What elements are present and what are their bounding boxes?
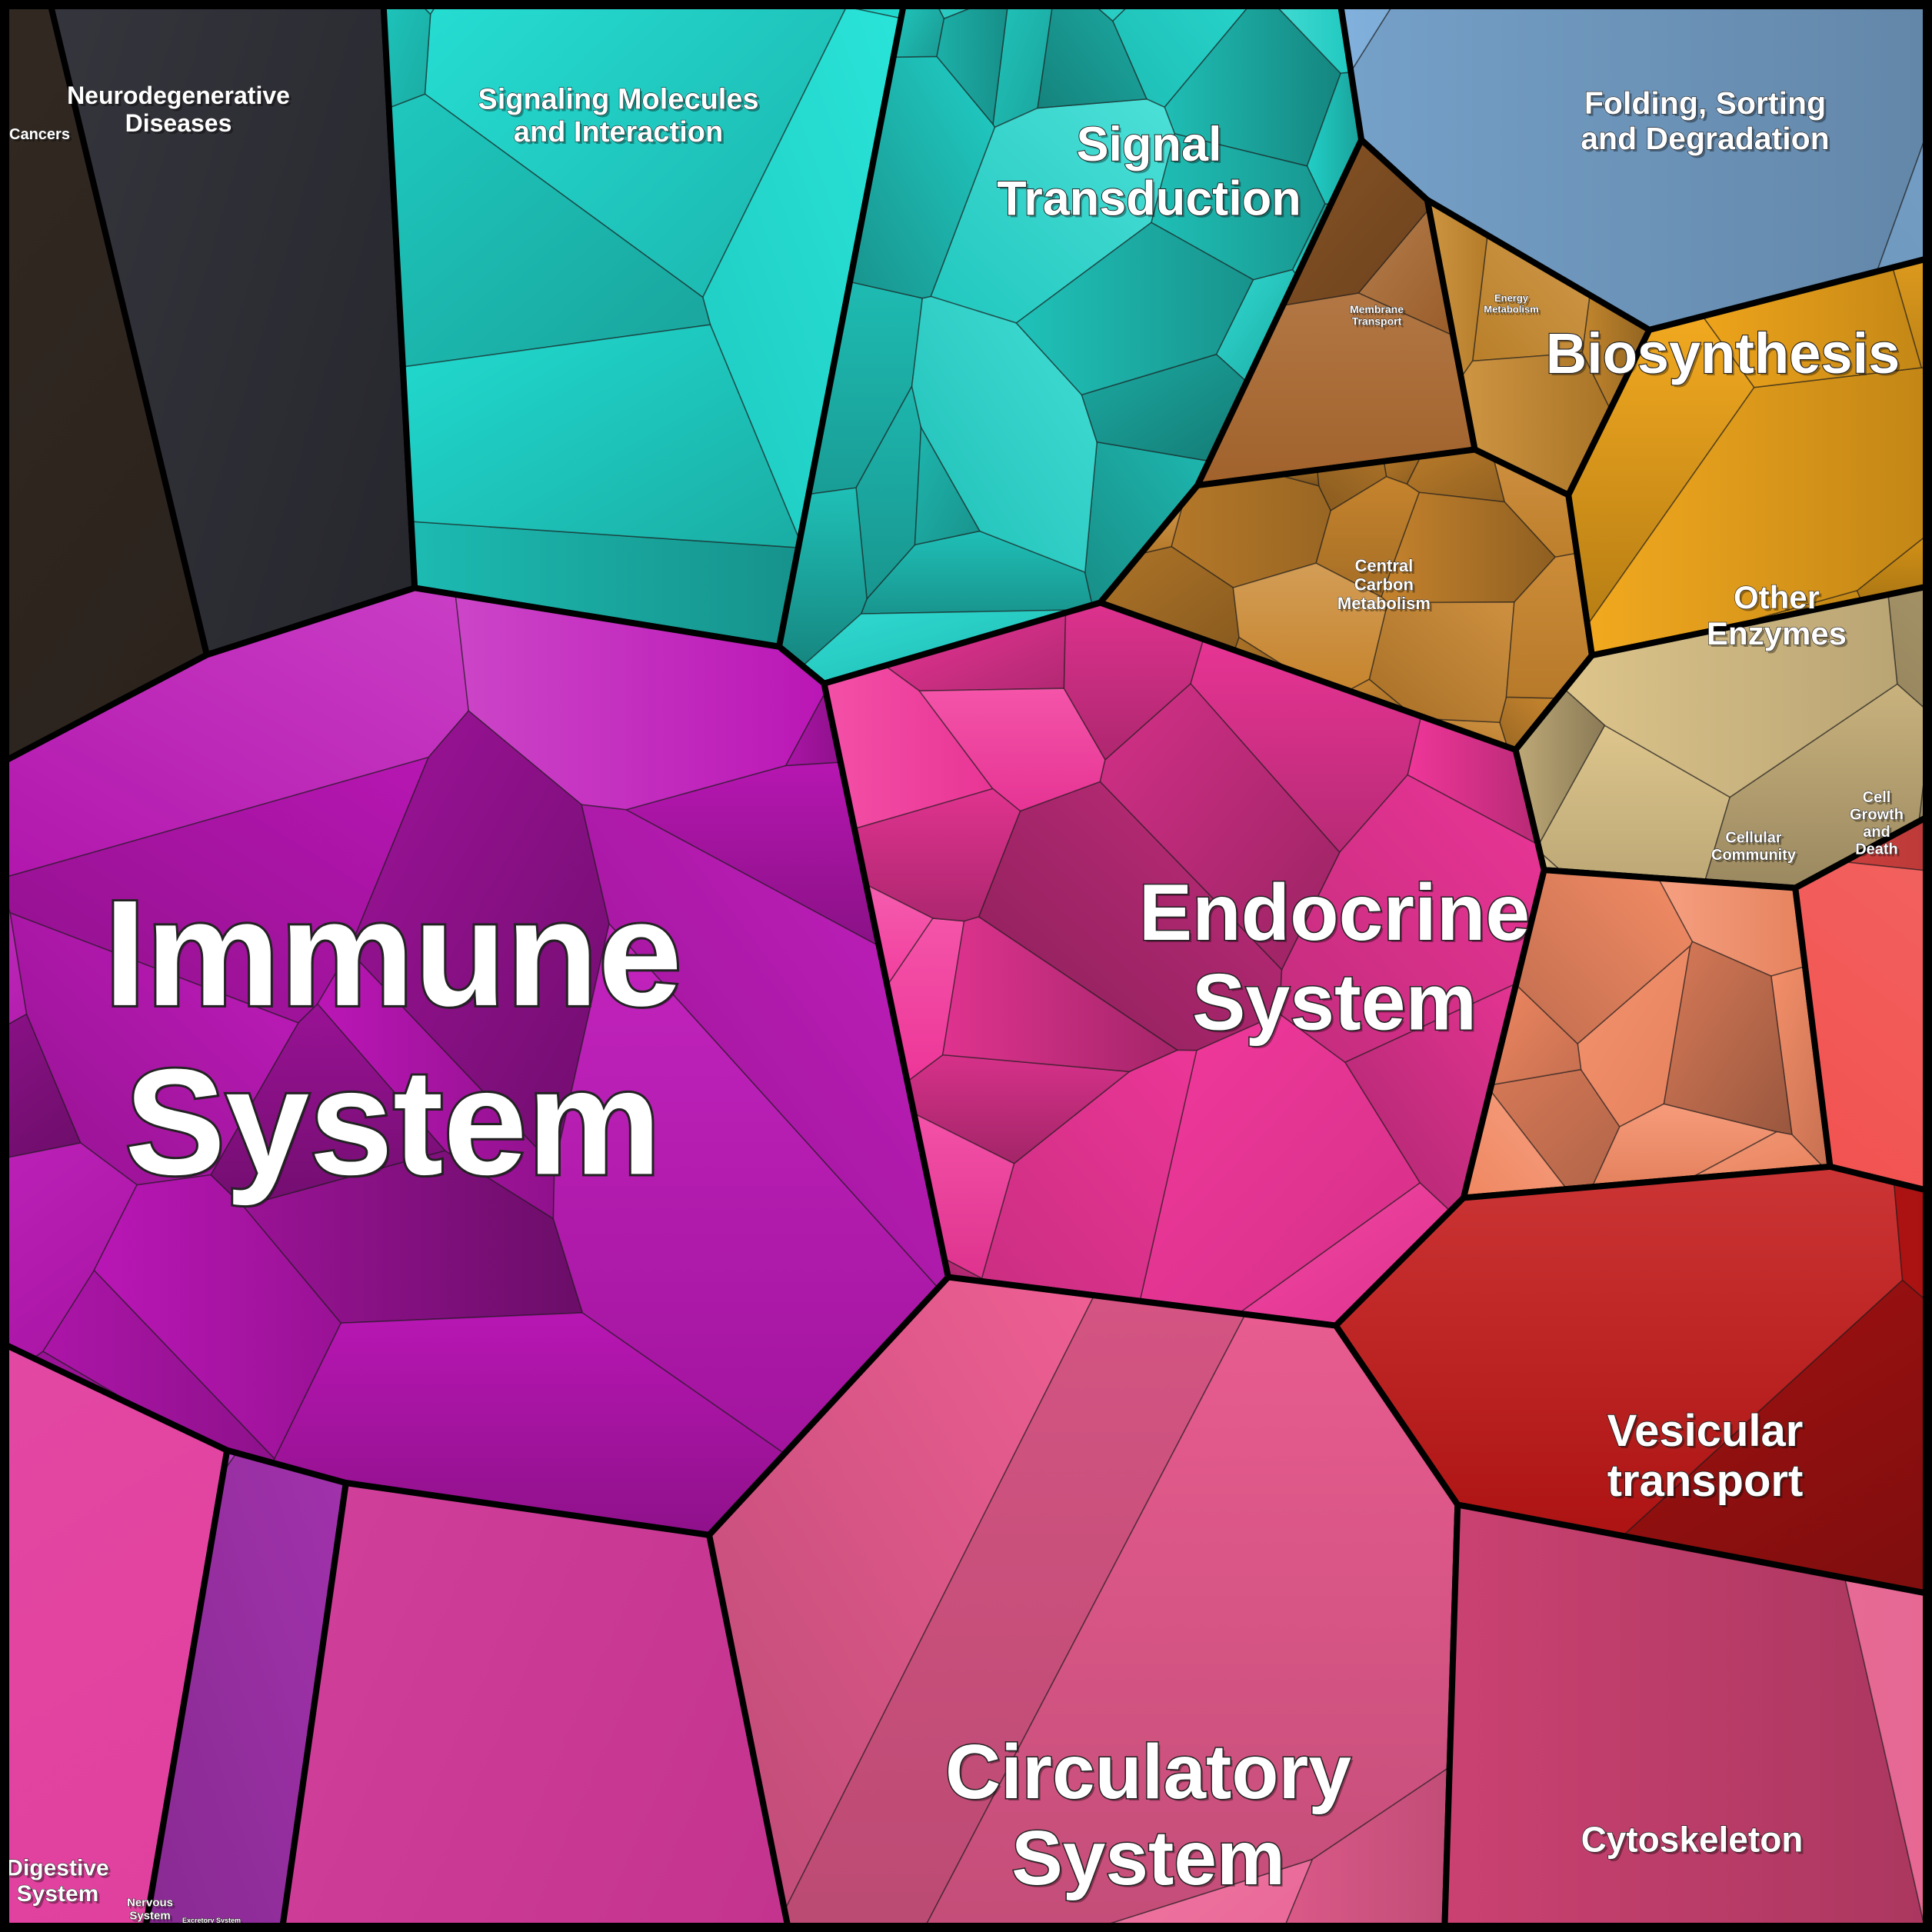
- svg-text:Death: Death: [1855, 841, 1898, 858]
- svg-text:Immune: Immune: [104, 869, 681, 1038]
- svg-text:Membrane: Membrane: [1350, 303, 1404, 315]
- svg-text:Cellular: Cellular: [1725, 830, 1782, 847]
- svg-text:Neurodegenerative: Neurodegenerative: [67, 82, 290, 109]
- svg-text:Cancers: Cancers: [9, 126, 70, 143]
- svg-text:Signaling Molecules: Signaling Molecules: [478, 84, 758, 116]
- svg-text:transport: transport: [1607, 1456, 1804, 1506]
- svg-text:Biosynthesis: Biosynthesis: [1546, 321, 1900, 385]
- svg-text:Community: Community: [1711, 847, 1797, 864]
- svg-text:System: System: [129, 1910, 170, 1923]
- svg-text:Carbon: Carbon: [1354, 575, 1414, 595]
- svg-text:Circulatory: Circulatory: [945, 1729, 1351, 1815]
- svg-text:Energy: Energy: [1494, 292, 1529, 304]
- svg-text:System: System: [1011, 1815, 1285, 1901]
- svg-text:Cell: Cell: [1863, 789, 1891, 806]
- svg-text:Growth: Growth: [1850, 807, 1904, 824]
- svg-text:System: System: [125, 1038, 661, 1206]
- svg-text:Transport: Transport: [1352, 315, 1402, 328]
- svg-text:Metabolism: Metabolism: [1484, 304, 1539, 315]
- svg-text:Transduction: Transduction: [997, 172, 1301, 226]
- svg-text:Folding, Sorting: Folding, Sorting: [1584, 85, 1826, 121]
- svg-text:System: System: [1192, 958, 1477, 1048]
- svg-text:System: System: [17, 1881, 99, 1907]
- svg-text:Central: Central: [1354, 556, 1413, 575]
- svg-text:and: and: [1863, 824, 1890, 841]
- svg-text:Signal: Signal: [1076, 118, 1221, 172]
- svg-text:Vesicular: Vesicular: [1607, 1406, 1804, 1456]
- svg-text:and Interaction: and Interaction: [514, 116, 723, 148]
- svg-text:Nervous: Nervous: [127, 1897, 173, 1910]
- svg-text:Metabolism: Metabolism: [1337, 594, 1431, 613]
- svg-text:and Degradation: and Degradation: [1581, 121, 1829, 156]
- svg-text:Endocrine: Endocrine: [1139, 868, 1531, 958]
- svg-text:Digestive: Digestive: [6, 1855, 108, 1880]
- svg-text:Cytoskeleton: Cytoskeleton: [1581, 1820, 1804, 1860]
- svg-text:Enzymes: Enzymes: [1707, 615, 1847, 651]
- svg-text:Other: Other: [1734, 579, 1820, 615]
- svg-text:Diseases: Diseases: [125, 109, 232, 137]
